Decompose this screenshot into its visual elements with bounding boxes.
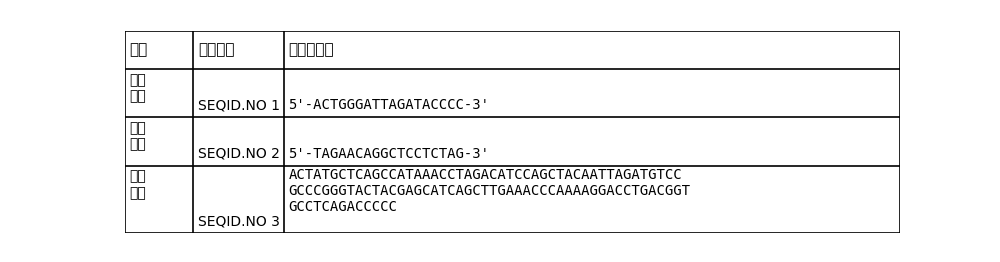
Text: 正向
引物: 正向 引物 bbox=[130, 73, 146, 103]
Text: 反向
引物: 反向 引物 bbox=[130, 121, 146, 151]
Text: ACTATGCTCAGCCATAAACCTAGACATCCAGCTACAATTAGATGTCC
GCCCGGGTACTACGAGCATCAGCTTGAAACCC: ACTATGCTCAGCCATAAACCTAGACATCCAGCTACAATTA… bbox=[289, 168, 691, 214]
Text: SEQID.NO 1: SEQID.NO 1 bbox=[198, 98, 280, 112]
Text: 扩增
片段: 扩增 片段 bbox=[130, 170, 146, 200]
Text: SEQID.NO 2: SEQID.NO 2 bbox=[198, 147, 280, 161]
Text: 序列编号: 序列编号 bbox=[198, 43, 234, 58]
Text: 5'-ACTGGGATTAGATACCCC-3': 5'-ACTGGGATTAGATACCCC-3' bbox=[289, 98, 490, 112]
Text: SEQID.NO 3: SEQID.NO 3 bbox=[198, 214, 280, 228]
Text: 核苷酸组成: 核苷酸组成 bbox=[289, 43, 334, 58]
Text: 名称: 名称 bbox=[130, 43, 148, 58]
Text: 5'-TAGAACAGGCTCCTCTAG-3': 5'-TAGAACAGGCTCCTCTAG-3' bbox=[289, 147, 490, 161]
